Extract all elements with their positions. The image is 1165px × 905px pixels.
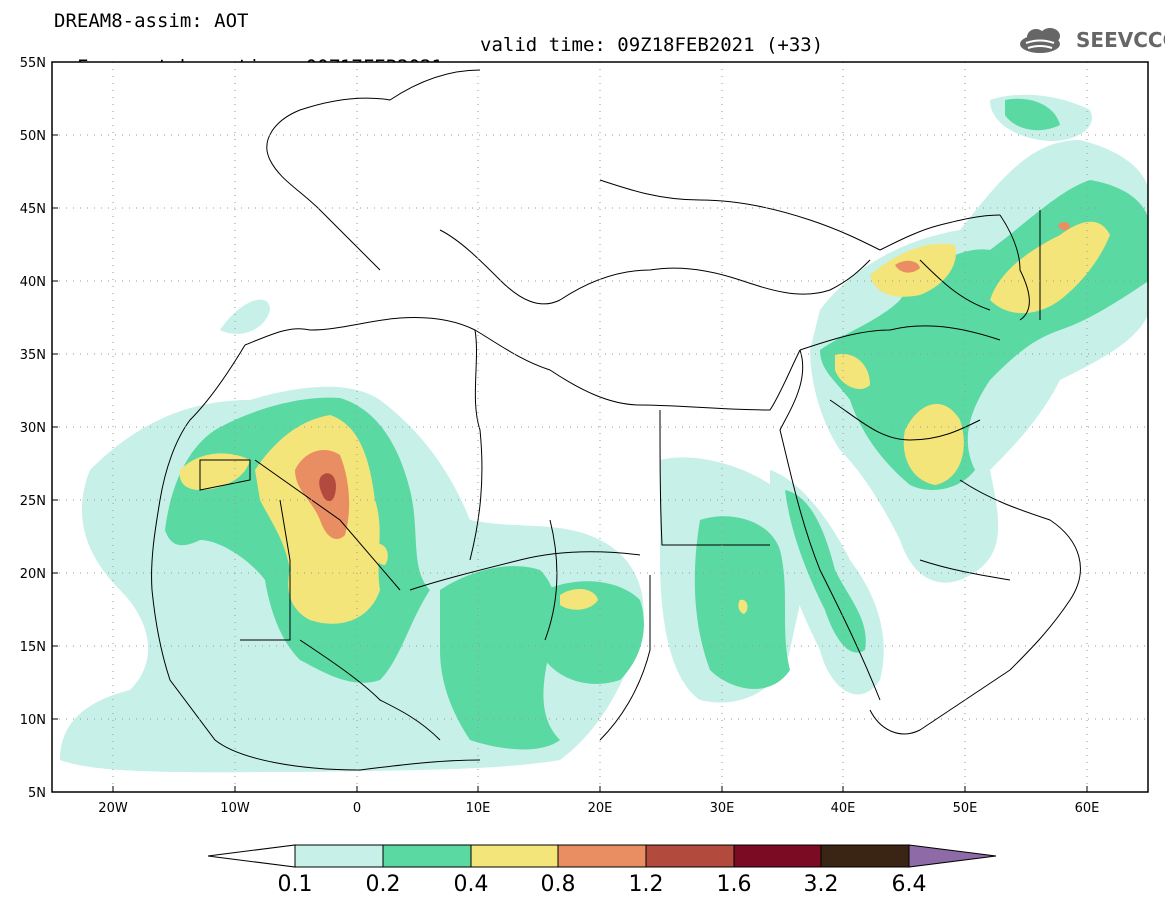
lat-label-40n: 40N (20, 275, 46, 290)
lon-label-60e: 60E (1075, 801, 1100, 816)
colorbar-label: 0.2 (365, 872, 401, 897)
colorbar (207, 844, 997, 868)
colorbar-label: 3.2 (803, 872, 839, 897)
lon-labels: 20W 10W 0 10E 20E 30E 40E 50E 60E (98, 801, 1099, 816)
valid-time-text: valid time: 09Z18FEB2021 (+33) (480, 34, 824, 56)
lat-label-15n: 15N (20, 640, 46, 655)
lat-label-20n: 20N (20, 567, 46, 582)
lat-label-50n: 50N (20, 129, 46, 144)
lon-label-20e: 20E (588, 801, 613, 816)
colorbar-high-arrow (908, 844, 997, 868)
colorbar-bin-0.8-1.2 (557, 844, 647, 868)
graticule (52, 62, 1148, 792)
lat-label-35n: 35N (20, 348, 46, 363)
lon-label-40e: 40E (831, 801, 856, 816)
ticks (52, 61, 1088, 793)
seevccc-logo (1020, 28, 1060, 53)
lon-label-50e: 50E (953, 801, 978, 816)
colorbar-bin-0.2-0.4 (382, 844, 472, 868)
coastlines (151, 69, 1081, 771)
aot-level-1.2 (319, 473, 336, 502)
colorbar-label: 0.8 (540, 872, 576, 897)
colorbar-bin-1.2-1.6 (645, 844, 735, 868)
lon-label-10e: 10E (466, 801, 491, 816)
lat-labels: 55N 50N 45N 40N 35N 30N 25N 20N 15N 10N … (20, 56, 46, 801)
lon-label-30e: 30E (710, 801, 735, 816)
colorbar-low-arrow (207, 844, 296, 868)
lat-label-5n: 5N (28, 786, 46, 801)
lon-label-10w: 10W (220, 801, 250, 816)
colorbar-bin-0.4-0.8 (470, 844, 559, 868)
colorbar-label: 1.6 (716, 872, 752, 897)
colorbar-bin-1.6-3.2 (733, 844, 822, 868)
lon-label-0: 0 (353, 801, 361, 816)
colorbar-label: 1.2 (628, 872, 664, 897)
lat-label-55n: 55N (20, 56, 46, 71)
lon-label-20w: 20W (98, 801, 128, 816)
colorbar-bin-0.1-0.2 (294, 844, 384, 868)
map-title: DREAM8-assim: AOT (54, 10, 249, 32)
lat-label-45n: 45N (20, 202, 46, 217)
lat-label-25n: 25N (20, 494, 46, 509)
colorbar-label: 6.4 (891, 872, 927, 897)
colorbar-bin-3.2-6.4 (820, 844, 910, 868)
lat-label-30n: 30N (20, 421, 46, 436)
aot-shading (60, 94, 1148, 773)
colorbar-label: 0.1 (277, 872, 313, 897)
colorbar-label: 0.4 (453, 872, 489, 897)
logo-text: SEEVCCC (1076, 28, 1165, 52)
lat-label-10n: 10N (20, 713, 46, 728)
